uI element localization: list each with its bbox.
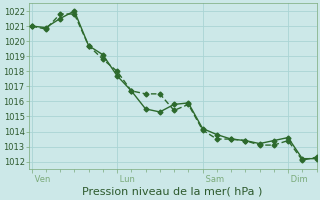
X-axis label: Pression niveau de la mer( hPa ): Pression niveau de la mer( hPa ) <box>83 187 263 197</box>
